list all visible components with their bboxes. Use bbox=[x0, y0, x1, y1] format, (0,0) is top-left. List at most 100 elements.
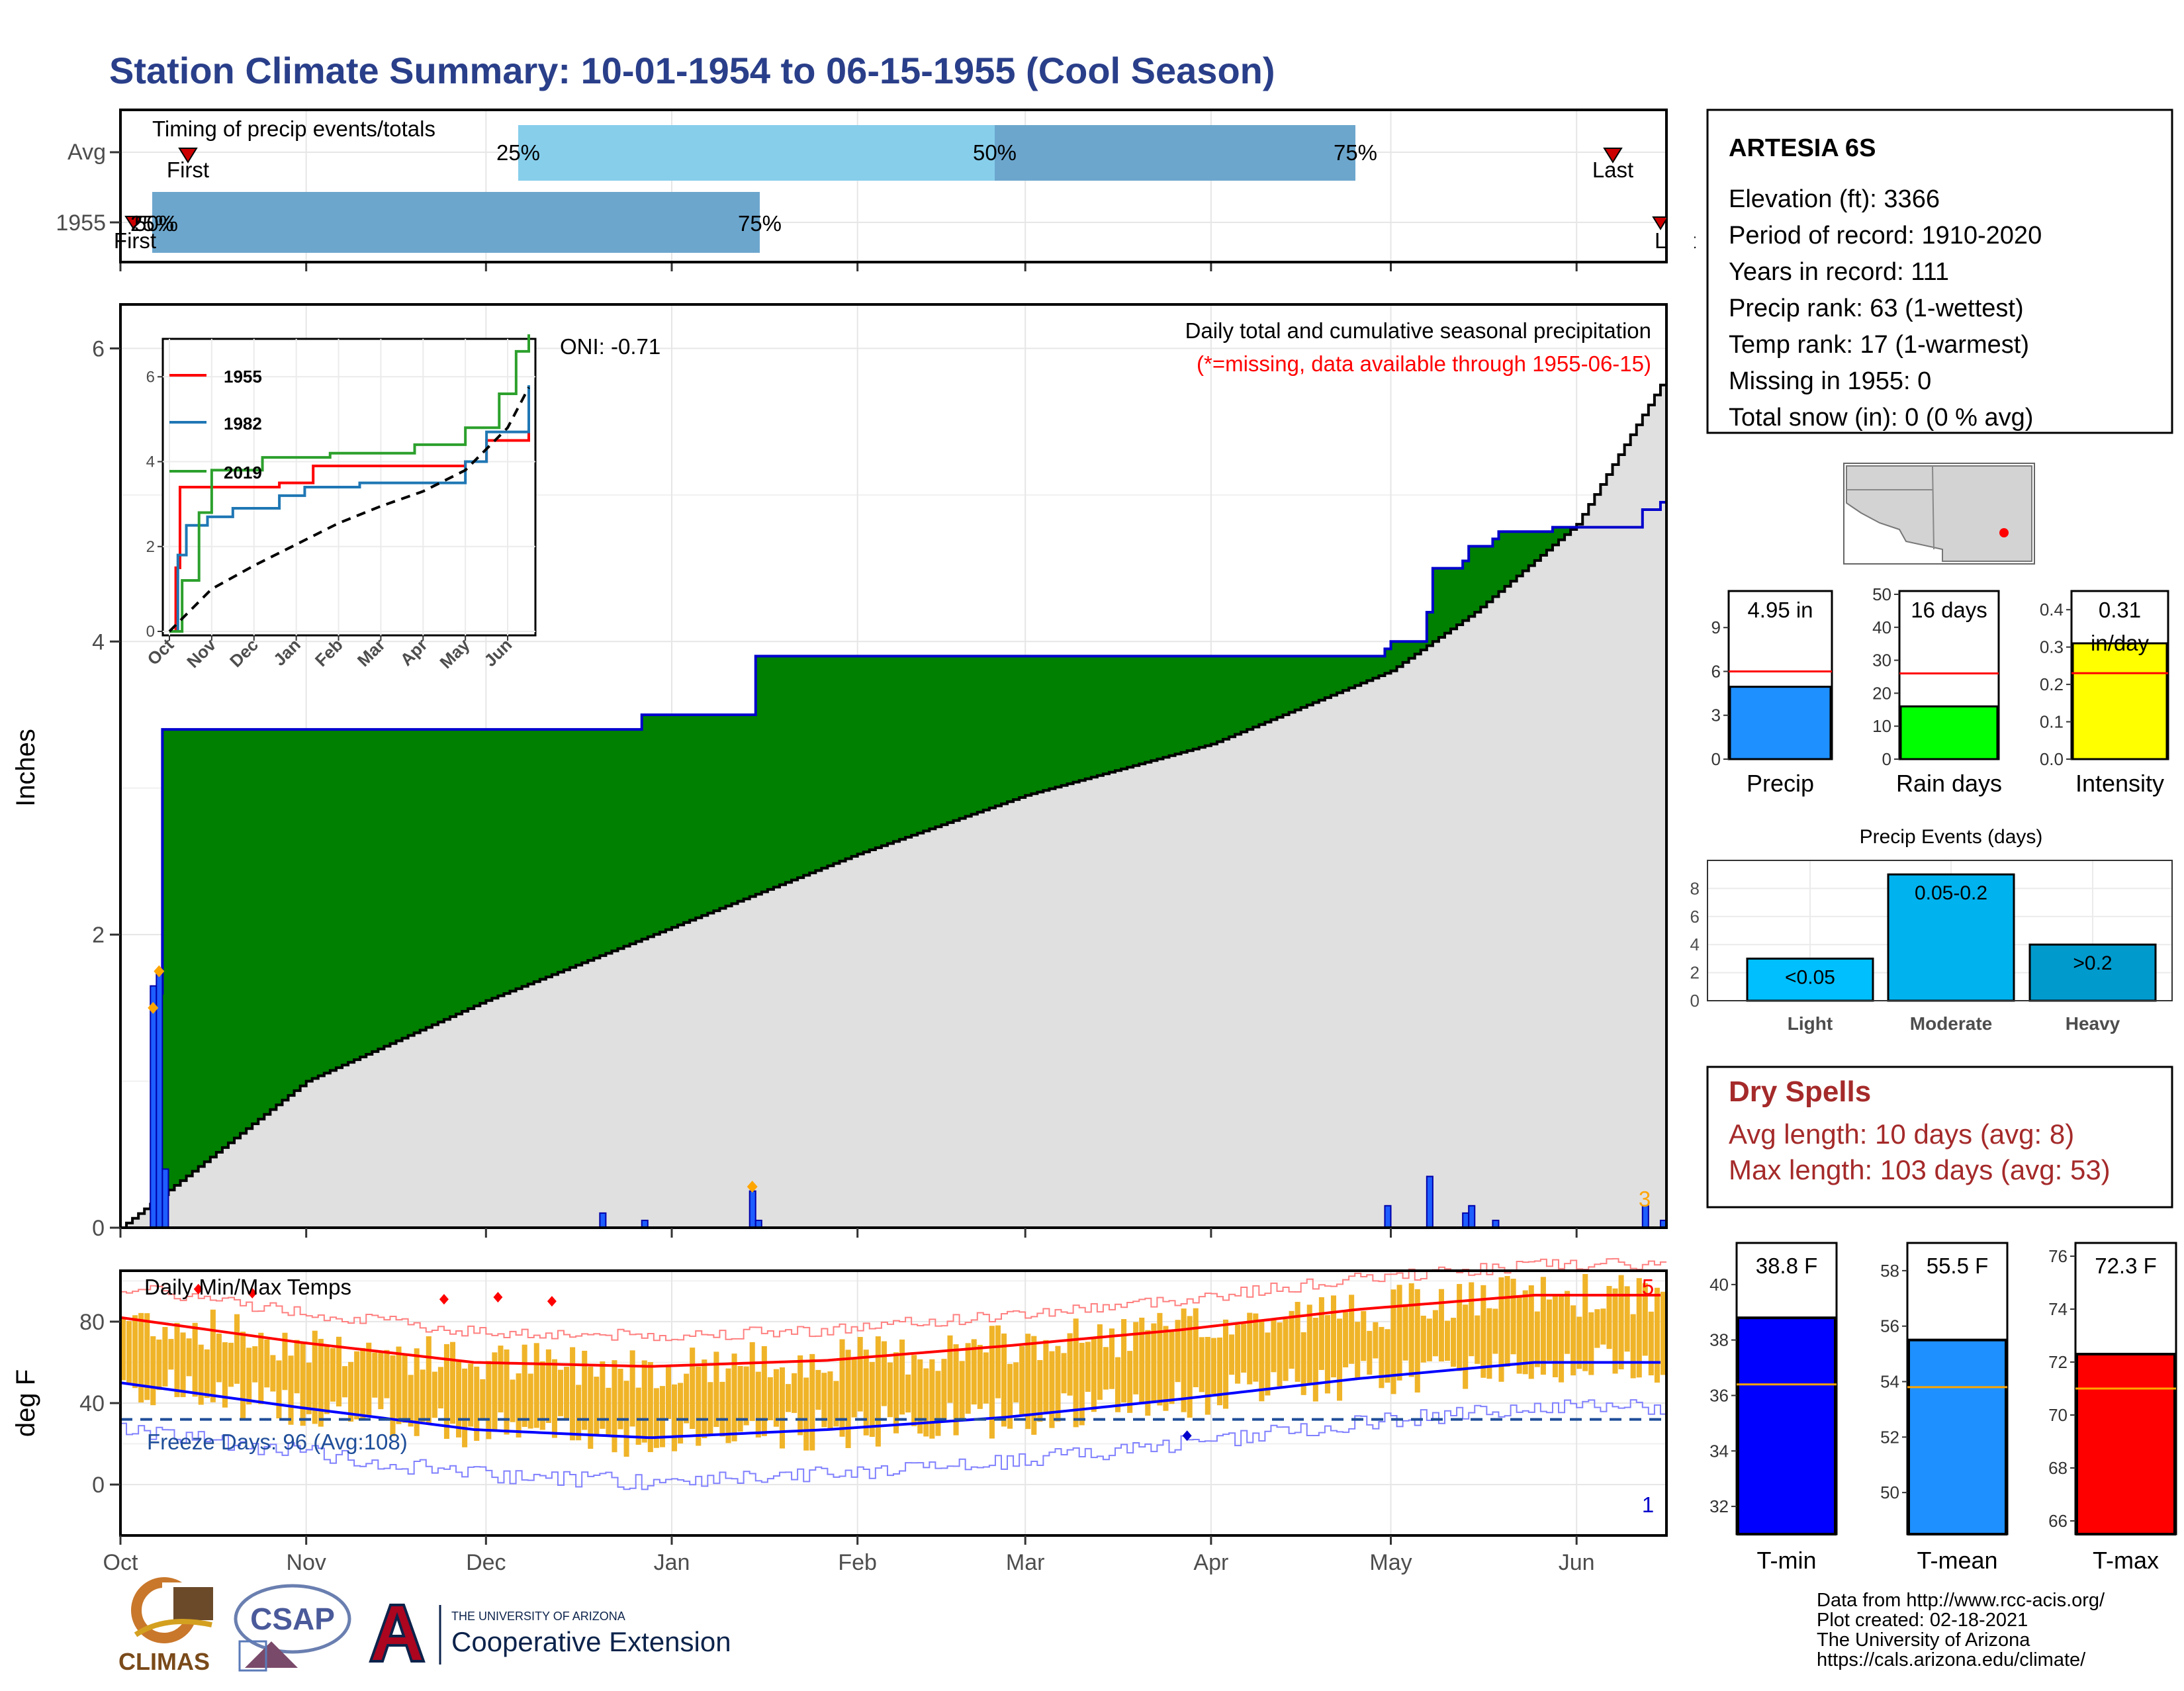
tmin-ytick-label: 38 bbox=[1709, 1330, 1729, 1350]
station-temp-rank: Temp rank: 17 (1-warmest) bbox=[1729, 331, 2029, 359]
daily-temp-bar bbox=[893, 1352, 899, 1434]
daily-temp-bar bbox=[1540, 1277, 1546, 1375]
daily-temp-bar bbox=[1390, 1289, 1396, 1394]
daily-temp-bar bbox=[198, 1344, 204, 1405]
daily-temp-bar bbox=[432, 1371, 437, 1418]
daily-temp-bar bbox=[162, 1326, 168, 1387]
daily-temp-bar bbox=[1025, 1334, 1031, 1430]
daily-temp-bar bbox=[917, 1359, 923, 1434]
daily-temp-bar bbox=[1480, 1285, 1486, 1378]
daily-temp-bar bbox=[126, 1320, 132, 1384]
min-record-count: 1 bbox=[1642, 1492, 1654, 1517]
events-bar-moderate bbox=[1887, 873, 2015, 1002]
daily-temp-bar bbox=[1115, 1357, 1121, 1412]
dry-spells-avg: Avg length: 10 days (avg: 8) bbox=[1729, 1119, 2074, 1150]
daily-temp-bar bbox=[959, 1361, 965, 1422]
daily-temp-bar bbox=[306, 1362, 312, 1414]
inset-ytick-label: 4 bbox=[146, 453, 155, 471]
daily-temp-bar bbox=[426, 1336, 432, 1423]
precip-frame bbox=[119, 303, 1668, 1229]
daily-temp-bar bbox=[1247, 1312, 1253, 1385]
daily-temp-bar bbox=[797, 1355, 803, 1436]
daily-temp-bar bbox=[312, 1330, 318, 1424]
daily-temp-bar bbox=[1289, 1310, 1295, 1369]
csap-text: CSAP bbox=[250, 1602, 335, 1636]
daily-temp-bar bbox=[1570, 1305, 1576, 1376]
daily-temp-bar bbox=[815, 1369, 821, 1410]
tmax-ytick-label: 72 bbox=[2048, 1352, 2068, 1372]
daily-temp-bar bbox=[1091, 1338, 1097, 1412]
tmax-ytick-label: 66 bbox=[2048, 1511, 2068, 1531]
rain-days-ytick-label: 50 bbox=[1872, 584, 1891, 604]
events-value-moderate: 0.05-0.2 bbox=[1915, 882, 1987, 904]
timing-avg-first: First bbox=[167, 158, 209, 182]
precip-ytick-label: 6 bbox=[92, 336, 105, 361]
daily-temp-bar bbox=[1343, 1312, 1349, 1368]
dry-spells-max: Max length: 103 days (avg: 53) bbox=[1729, 1154, 2111, 1185]
daily-temp-bar bbox=[582, 1350, 588, 1430]
daily-temp-bar bbox=[629, 1350, 635, 1427]
daily-temp-bar bbox=[1408, 1283, 1414, 1377]
precip-ytick-label: 4 bbox=[92, 629, 105, 655]
average-area bbox=[120, 385, 1666, 1228]
intensity-ytick-label: 0.0 bbox=[2040, 749, 2064, 769]
daily-temp-bar bbox=[1216, 1337, 1222, 1406]
daily-temp-bar bbox=[803, 1377, 809, 1451]
daily-temp-bar bbox=[947, 1335, 953, 1403]
temp-xtick-label: Jun bbox=[1559, 1550, 1595, 1575]
events-ytick-label: 0 bbox=[1690, 991, 1700, 1011]
inset-series-2019 bbox=[169, 334, 530, 633]
daily-temp-bar bbox=[132, 1315, 138, 1389]
daily-temp-bar bbox=[246, 1348, 252, 1405]
daily-temp-bar bbox=[1073, 1318, 1079, 1428]
daily-temp-bar bbox=[533, 1343, 539, 1428]
average-cumulative-line bbox=[120, 383, 1666, 1229]
tmax-ytick-label: 68 bbox=[2048, 1458, 2068, 1478]
daily-temp-bar bbox=[539, 1361, 545, 1430]
precip-panel: 0 2 4 6 Inches ONI: -0.71 Daily total and c… bbox=[11, 303, 1668, 1241]
daily-temp-bar bbox=[1127, 1351, 1133, 1413]
daily-temp-bar bbox=[1222, 1319, 1229, 1409]
temp-ytick-label: 80 bbox=[79, 1310, 105, 1335]
daily-temp-bar bbox=[977, 1345, 983, 1409]
events-ytick-label: 8 bbox=[1690, 878, 1700, 898]
tmin-label: T-min bbox=[1757, 1547, 1817, 1574]
record-min-marker bbox=[1182, 1430, 1192, 1441]
record-max-marker bbox=[547, 1296, 557, 1307]
credit-line-2: Plot created: 02-18-2021 bbox=[1817, 1610, 2028, 1631]
precip-ytick-label: 2 bbox=[92, 923, 105, 948]
daily-temp-bar bbox=[504, 1349, 510, 1435]
daily-temp-bar bbox=[719, 1381, 725, 1437]
daily-temp-bar bbox=[863, 1349, 869, 1436]
daily-temp-bar bbox=[1648, 1311, 1654, 1376]
daily-temp-bar bbox=[1295, 1302, 1300, 1382]
daily-temp-bar bbox=[1630, 1314, 1636, 1379]
daily-temp-bar bbox=[1324, 1314, 1330, 1394]
daily-temp-bar bbox=[360, 1348, 366, 1419]
daily-temp-bar bbox=[1079, 1342, 1085, 1426]
inset-xtick-label: Jan bbox=[269, 635, 304, 670]
timing-row-1955: 1955 bbox=[56, 210, 106, 236]
daily-temp-bar bbox=[911, 1355, 917, 1426]
daily-temp-bar bbox=[1367, 1330, 1373, 1375]
rain-days-label: Rain days bbox=[1896, 770, 2002, 797]
daily-temp-bar bbox=[342, 1366, 348, 1398]
rain-days-ytick-label: 0 bbox=[1882, 749, 1891, 769]
precip-chart: 0 3 6 9 4.95 in Precip bbox=[1711, 590, 1833, 797]
intensity-bar bbox=[2071, 642, 2168, 760]
tmean-ytick-label: 52 bbox=[1880, 1427, 1899, 1447]
daily-temp-bar bbox=[779, 1367, 786, 1449]
intensity-value: 0.31 bbox=[2099, 598, 2141, 622]
daily-temp-bar bbox=[1283, 1319, 1289, 1381]
daily-temp-bar bbox=[456, 1361, 462, 1438]
daily-temp-bar bbox=[600, 1361, 606, 1429]
daily-temp-bar bbox=[851, 1358, 857, 1418]
daily-temp-bar bbox=[1457, 1284, 1463, 1371]
record-max-line bbox=[120, 1257, 1666, 1342]
daily-temp-bar bbox=[1402, 1304, 1408, 1361]
daily-temp-bar bbox=[1534, 1311, 1540, 1367]
record-max-marker bbox=[493, 1292, 503, 1303]
